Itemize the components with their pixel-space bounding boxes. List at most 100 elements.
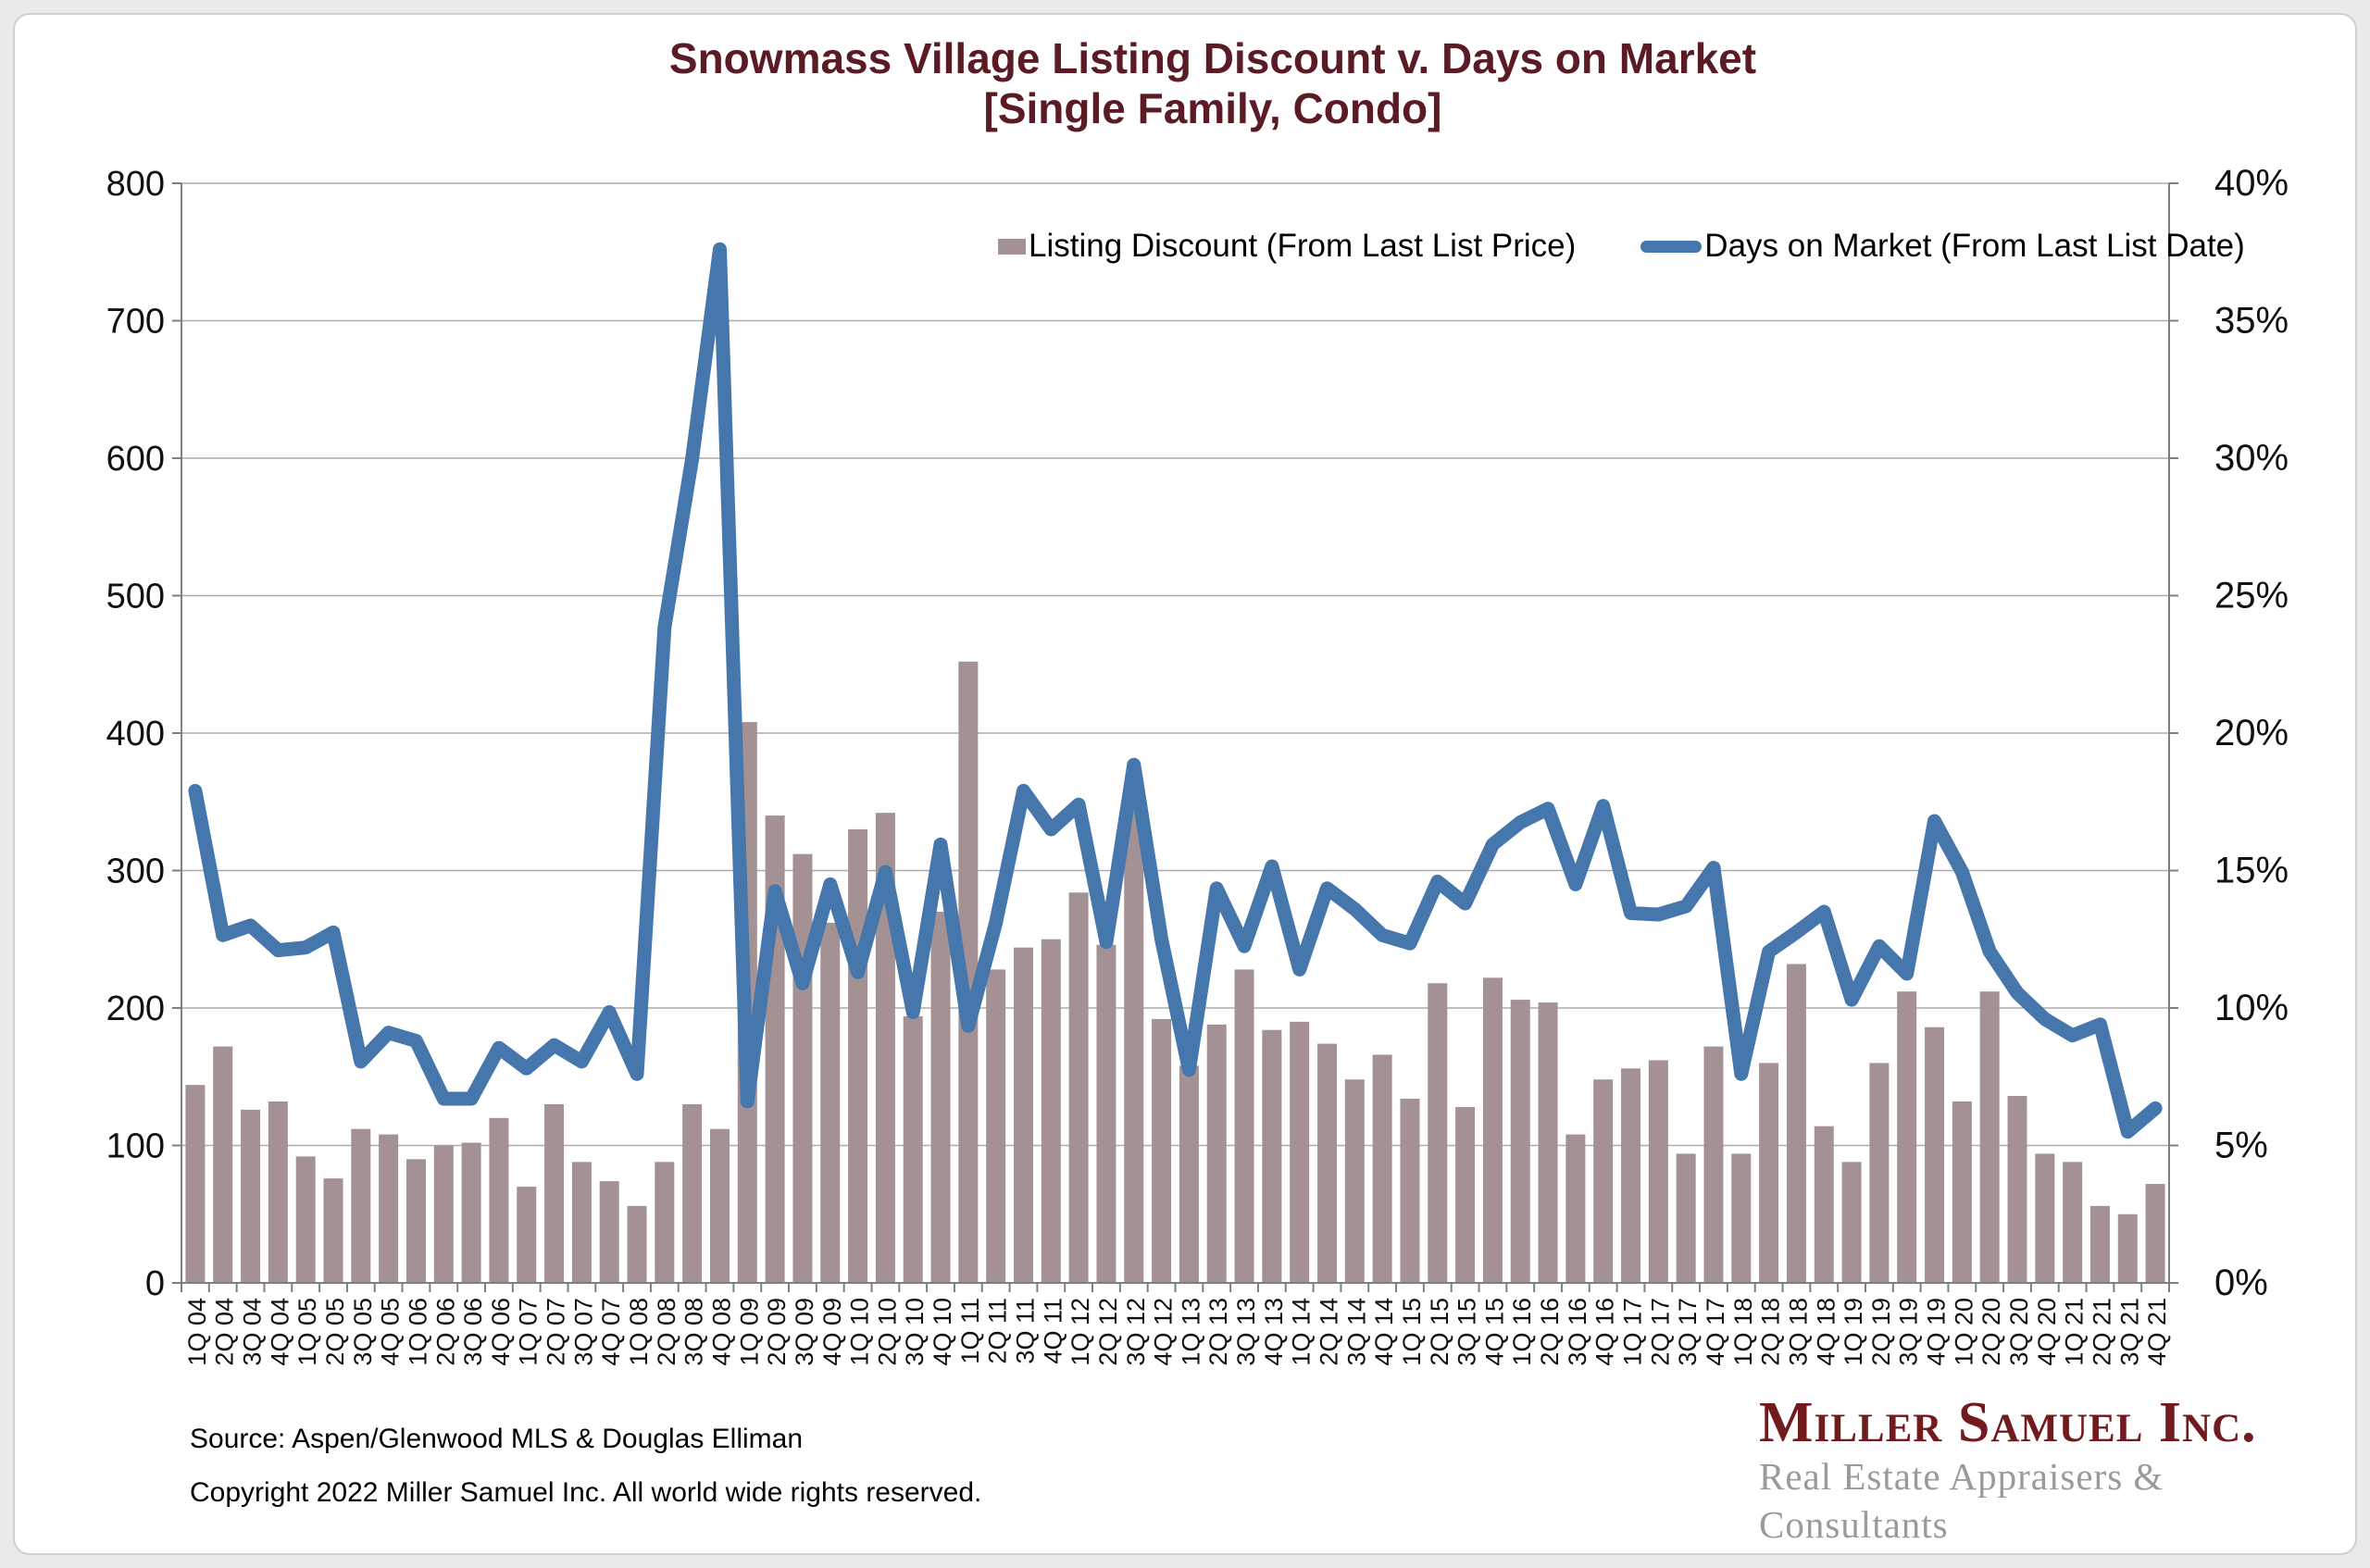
x-axis-label: 2Q 05 bbox=[321, 1298, 349, 1366]
right-axis-label: 10% bbox=[2214, 988, 2289, 1028]
x-axis-label: 1Q 18 bbox=[1729, 1298, 1757, 1366]
x-axis-label: 2Q 16 bbox=[1536, 1298, 1564, 1366]
right-axis-label: 35% bbox=[2214, 301, 2289, 342]
x-axis-label: 2Q 17 bbox=[1646, 1298, 1674, 1366]
right-axis-label: 25% bbox=[2214, 576, 2289, 616]
x-axis-label: 3Q 19 bbox=[1895, 1298, 1923, 1366]
bar-3Q16 bbox=[1565, 1134, 1586, 1283]
bar-4Q08 bbox=[709, 1128, 730, 1283]
bar-3Q21 bbox=[2117, 1213, 2138, 1283]
bar-3Q13 bbox=[1234, 969, 1254, 1283]
x-axis-label: 3Q 07 bbox=[569, 1298, 597, 1366]
legend-label-days-on-market: Days on Market (From Last List Date) bbox=[1704, 228, 2245, 264]
bar-4Q18 bbox=[1814, 1126, 1834, 1283]
x-axis-label: 1Q 20 bbox=[1950, 1298, 1977, 1366]
x-axis-label: 1Q 15 bbox=[1398, 1298, 1426, 1366]
x-axis-label: 4Q 14 bbox=[1370, 1298, 1398, 1366]
bar-1Q13 bbox=[1179, 1065, 1199, 1283]
left-axis-label: 800 bbox=[106, 165, 165, 204]
x-axis-label: 4Q 10 bbox=[929, 1298, 956, 1366]
x-axis-label: 3Q 20 bbox=[2005, 1298, 2033, 1366]
bar-2Q11 bbox=[986, 969, 1006, 1283]
bar-1Q04 bbox=[185, 1085, 206, 1283]
bar-3Q10 bbox=[903, 1015, 923, 1283]
x-axis-label: 2Q 12 bbox=[1094, 1298, 1122, 1366]
bar-3Q05 bbox=[351, 1128, 371, 1283]
x-axis-label: 4Q 11 bbox=[1039, 1298, 1066, 1364]
x-axis-label: 3Q 15 bbox=[1453, 1298, 1481, 1366]
x-axis-label: 4Q 21 bbox=[2143, 1298, 2171, 1366]
x-axis-label: 2Q 10 bbox=[873, 1298, 901, 1366]
x-axis-label: 1Q 19 bbox=[1840, 1298, 1867, 1366]
x-axis-label: 1Q 16 bbox=[1508, 1298, 1536, 1366]
x-axis-label: 3Q 10 bbox=[901, 1298, 929, 1366]
bar-3Q11 bbox=[1013, 947, 1033, 1283]
x-axis-label: 4Q 12 bbox=[1150, 1298, 1178, 1366]
bar-2Q15 bbox=[1428, 983, 1448, 1283]
x-axis-label: 3Q 06 bbox=[459, 1298, 487, 1366]
x-axis-label: 1Q 13 bbox=[1177, 1298, 1204, 1366]
x-axis-label: 1Q 17 bbox=[1619, 1298, 1647, 1366]
legend-item-listing-discount: Listing Discount (From Last List Price) bbox=[998, 228, 1576, 265]
right-axis-label: 30% bbox=[2214, 438, 2289, 479]
x-axis-label: 2Q 11 bbox=[984, 1298, 1012, 1364]
x-axis-label: 3Q 05 bbox=[349, 1298, 377, 1366]
x-axis-label: 4Q 13 bbox=[1260, 1298, 1288, 1366]
bar-4Q20 bbox=[2035, 1153, 2055, 1283]
bar-2Q17 bbox=[1648, 1060, 1668, 1283]
copyright-text: Copyright 2022 Miller Samuel Inc. All wo… bbox=[190, 1477, 982, 1508]
x-axis-label: 2Q 08 bbox=[653, 1298, 680, 1366]
bar-1Q10 bbox=[848, 828, 868, 1283]
x-axis-label: 1Q 14 bbox=[1288, 1298, 1316, 1366]
x-axis-label: 3Q 04 bbox=[239, 1298, 267, 1366]
bar-4Q11 bbox=[1041, 939, 1061, 1283]
bar-3Q06 bbox=[461, 1142, 481, 1283]
bar-1Q15 bbox=[1400, 1099, 1420, 1283]
source-text: Source: Aspen/Glenwood MLS & Douglas Ell… bbox=[190, 1424, 804, 1454]
x-axis-label: 1Q 06 bbox=[404, 1298, 431, 1366]
x-axis-label: 2Q 15 bbox=[1426, 1298, 1453, 1366]
x-axis-label: 3Q 12 bbox=[1122, 1298, 1150, 1366]
x-axis-label: 4Q 20 bbox=[2033, 1298, 2061, 1366]
legend-item-days-on-market: Days on Market (From Last List Date) bbox=[1640, 228, 2245, 265]
x-axis-label: 2Q 20 bbox=[1977, 1298, 2005, 1366]
x-axis-label: 2Q 04 bbox=[211, 1298, 239, 1366]
bar-1Q20 bbox=[1952, 1101, 1972, 1283]
x-axis-label: 2Q 19 bbox=[1867, 1298, 1895, 1366]
x-axis-label: 1Q 09 bbox=[735, 1298, 763, 1366]
bar-2Q07 bbox=[544, 1103, 565, 1283]
left-axis-label: 700 bbox=[106, 303, 165, 342]
bar-3Q17 bbox=[1676, 1153, 1696, 1283]
x-axis-label: 3Q 16 bbox=[1564, 1298, 1591, 1366]
x-axis-label: 4Q 08 bbox=[707, 1298, 735, 1366]
x-axis-label: 3Q 17 bbox=[1674, 1298, 1702, 1366]
bar-2Q06 bbox=[433, 1145, 454, 1283]
x-axis-label: 4Q 09 bbox=[818, 1298, 846, 1366]
left-axis-label: 600 bbox=[106, 440, 165, 479]
bar-2Q21 bbox=[2089, 1205, 2110, 1283]
bar-4Q06 bbox=[489, 1117, 509, 1283]
right-axis-label: 40% bbox=[2214, 163, 2289, 204]
bar-2Q19 bbox=[1869, 1063, 1890, 1283]
bar-2Q20 bbox=[1979, 991, 2000, 1283]
left-axis-label: 300 bbox=[106, 852, 165, 891]
bar-4Q07 bbox=[599, 1181, 619, 1283]
footer: Source: Aspen/Glenwood MLS & Douglas Ell… bbox=[190, 1424, 981, 1509]
left-axis-label: 400 bbox=[106, 715, 165, 753]
bar-4Q14 bbox=[1372, 1054, 1392, 1283]
bar-2Q08 bbox=[655, 1162, 675, 1283]
bar-3Q18 bbox=[1786, 964, 1806, 1283]
x-axis-label: 1Q 12 bbox=[1066, 1298, 1094, 1366]
bar-1Q11 bbox=[958, 661, 979, 1283]
bar-4Q21 bbox=[2145, 1184, 2165, 1283]
x-axis-label: 3Q 14 bbox=[1342, 1298, 1370, 1366]
right-axis-label: 15% bbox=[2214, 851, 2289, 891]
bar-4Q09 bbox=[820, 922, 841, 1283]
chart-card bbox=[13, 13, 2357, 1555]
bar-3Q09 bbox=[792, 853, 813, 1283]
bar-1Q06 bbox=[405, 1159, 426, 1283]
bar-2Q14 bbox=[1317, 1043, 1338, 1283]
days-on-market-line bbox=[188, 242, 2163, 1139]
